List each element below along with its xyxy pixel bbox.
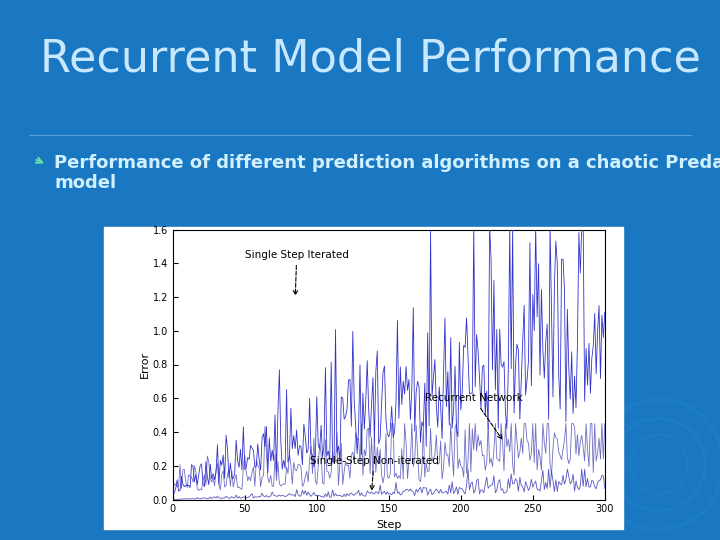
Y-axis label: Error: Error bbox=[140, 351, 150, 378]
Text: model: model bbox=[54, 174, 116, 192]
Text: Single-Step Non-iterated: Single-Step Non-iterated bbox=[310, 456, 438, 490]
Text: Recurrent Network: Recurrent Network bbox=[425, 393, 523, 439]
Text: Single Step Iterated: Single Step Iterated bbox=[245, 250, 348, 295]
Text: Performance of different prediction algorithms on a chaotic Predator-Prey: Performance of different prediction algo… bbox=[54, 154, 720, 172]
X-axis label: Step: Step bbox=[376, 520, 402, 530]
Bar bbox=[104, 227, 623, 529]
Text: Recurrent Model Performance: Recurrent Model Performance bbox=[40, 38, 701, 81]
